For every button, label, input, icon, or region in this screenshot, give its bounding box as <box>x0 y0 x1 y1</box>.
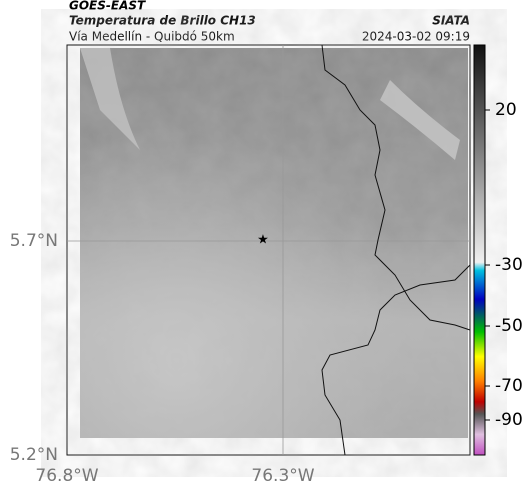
product: Temperatura de Brillo CH13 <box>69 14 256 28</box>
lon-label: 76.8°W <box>35 466 98 486</box>
timestamp: 2024-03-02 09:19 <box>362 30 470 44</box>
lat-label: 5.7°N <box>10 231 58 251</box>
colorbar-ticks: 20 -30 -50 -70 -90 <box>485 100 523 430</box>
map-frame <box>66 44 471 456</box>
source: SIATA <box>432 14 470 28</box>
colorbar-tick: -50 <box>495 316 523 336</box>
colorbar-tick: -90 <box>495 410 523 430</box>
location-marker: ★ <box>257 233 269 248</box>
colorbar-tick: 20 <box>495 100 517 120</box>
colorbar <box>473 44 486 456</box>
lat-label: 5.2°N <box>10 445 58 465</box>
colorbar-tick: -30 <box>495 255 523 275</box>
satellite: GOES-EAST <box>69 0 146 13</box>
lon-label: 76.3°W <box>251 466 314 486</box>
colorbar-tick: -70 <box>495 376 523 396</box>
route: Vía Medellín - Quibdó 50km <box>69 30 235 44</box>
